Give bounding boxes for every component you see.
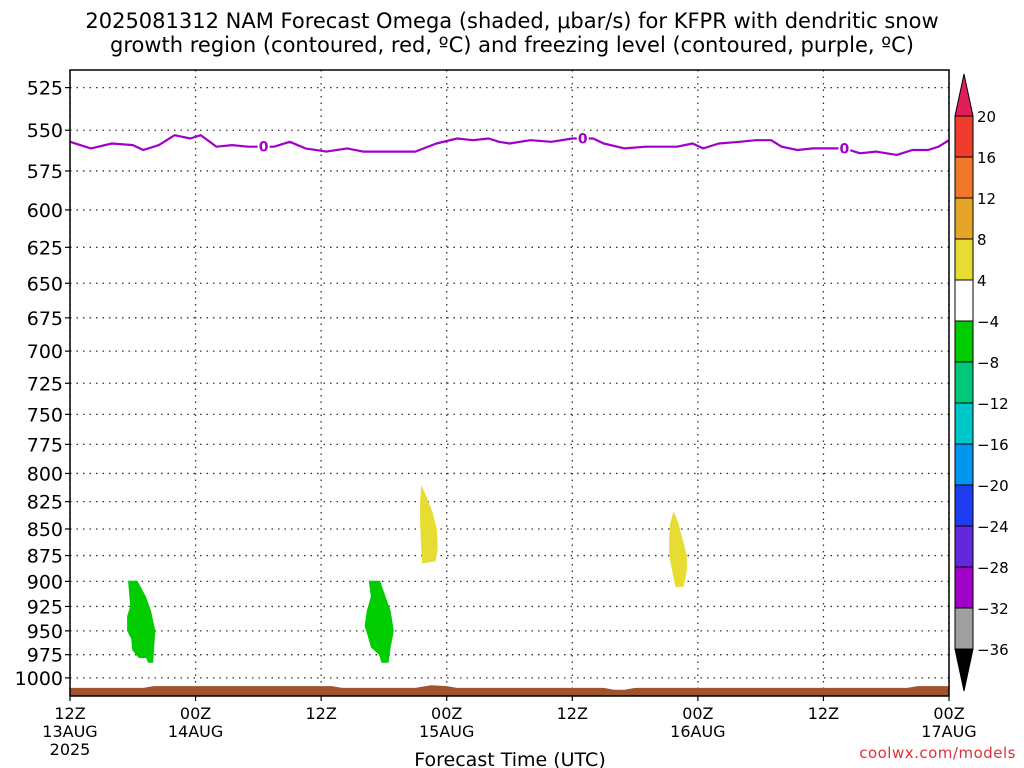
colorbar-label: −4 [977,313,999,331]
y-tick-label: 750 [27,404,63,426]
x-tick-label: 14AUG [168,722,223,741]
y-tick-label: 850 [27,519,63,541]
freezing-level-label-bg [576,130,589,145]
axes-layer: 525 550 575 600 625 650 675 700 725 750 775 800 825 8… [15,69,977,759]
x-tick-label: 12Z [808,704,839,723]
colorbar-label: 4 [977,272,987,290]
omega-region [669,511,687,587]
chart-title-line-2: growth region (contoured, red, ºC) and f… [110,33,914,57]
colorbar-label: −36 [977,641,1009,659]
y-tick-label: 675 [27,308,63,330]
colorbar-box [954,443,974,486]
x-tick-label: 2025 [50,740,91,759]
x-tick-label: 16AUG [670,722,725,741]
colorbar-label: 8 [977,231,987,249]
colorbar-box [954,484,974,527]
freezing-level-label: 0 [839,141,849,157]
freezing-level-label-bg [838,140,851,155]
x-tick-label: 17AUG [921,722,976,741]
x-tick-label: 12Z [54,704,85,723]
colorbar-box [954,320,974,363]
colorbar-label: −16 [977,436,1009,454]
freezing-level-label-bg [257,138,270,153]
y-tick-label: 725 [27,373,63,395]
freezing-level-line [69,134,950,156]
plot-frame [69,69,950,697]
freezing-level-label: 0 [259,140,269,156]
x-tick-label: 00Z [682,704,713,723]
colorbar-box [954,402,974,445]
colorbar-label: −8 [977,354,999,372]
colorbar-box [954,156,974,199]
colorbar-box [954,525,974,568]
y-tick-label: 1000 [15,668,63,690]
colorbar-box [954,115,974,158]
x-tick-label: 12Z [557,704,588,723]
colorbar-bottom-triangle [954,648,974,692]
x-tick-label: 00Z [431,704,462,723]
x-tick-label: 12Z [305,704,336,723]
colorbar-box [954,238,974,281]
colorbar-label: 12 [977,190,996,208]
terrain [70,685,949,696]
colorbar-box [954,279,974,322]
y-tick-label: 600 [27,200,63,222]
freezing-level-label: 0 [578,132,588,148]
data-layer: 0 0 0 [69,130,950,696]
y-tick-label: 825 [27,492,63,514]
x-tick-label: 00Z [180,704,211,723]
colorbar-box [954,197,974,240]
x-tick-label: 15AUG [419,722,474,741]
y-tick-label: 650 [27,273,63,295]
y-tick-label: 525 [27,78,63,100]
colorbar-label: −28 [977,559,1009,577]
colorbar-box [954,607,974,650]
chart-title-line-1: 2025081312 NAM Forecast Omega (shaded, μ… [85,9,939,33]
colorbar-box [954,361,974,404]
colorbar-label: −20 [977,477,1009,495]
colorbar-label: −32 [977,600,1009,618]
colorbar-label: −24 [977,518,1009,536]
omega-region [364,580,394,663]
x-axis-label: Forecast Time (UTC) [414,749,605,768]
colorbar-label: −12 [977,395,1009,413]
y-tick-label: 975 [27,645,63,667]
colorbar-label: 20 [977,108,996,126]
colorbar: 20 16 12 8 4 −4 −8 −12 −16 −20 −24 −28 −32 −36 [954,73,1009,692]
colorbar-top-triangle [954,73,974,117]
y-tick-label: 700 [27,341,63,363]
y-tick-label: 775 [27,434,63,456]
omega-region [127,580,156,663]
y-tick-label: 900 [27,571,63,593]
colorbar-label: 16 [977,149,996,167]
y-tick-label: 800 [27,463,63,485]
omega-region [420,485,438,564]
y-tick-label: 575 [27,161,63,183]
y-tick-label: 875 [27,546,63,568]
x-tick-label: 00Z [933,704,964,723]
credit-text: coolwx.com/models [859,744,1016,762]
grid-layer [69,70,950,696]
y-tick-label: 550 [27,120,63,142]
colorbar-box [954,566,974,609]
y-tick-label: 625 [27,237,63,259]
y-tick-label: 950 [27,621,63,643]
x-tick-label: 13AUG [42,722,97,741]
y-tick-label: 925 [27,596,63,618]
